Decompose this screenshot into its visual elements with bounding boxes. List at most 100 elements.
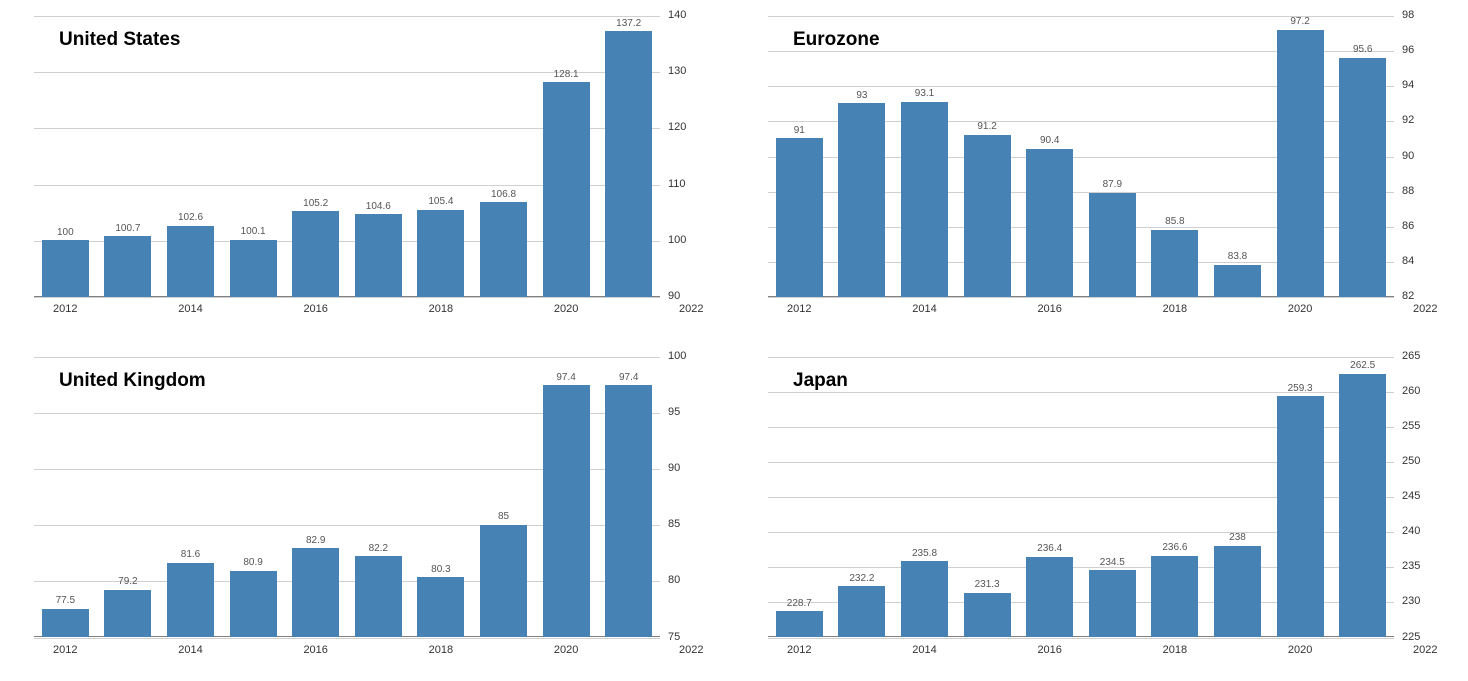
grid-line: [768, 297, 1394, 298]
bar-value-label: 231.3: [957, 579, 1017, 590]
bar: [167, 563, 214, 637]
chart-united-kingdom: United Kingdom 75 80 85 90 95 100 77.579.2 81.6…: [4, 345, 730, 678]
x-tick-label: 2020: [1275, 303, 1325, 315]
bar: [42, 240, 89, 296]
bar-value-label: 236.4: [1020, 543, 1080, 554]
bar: [964, 593, 1011, 637]
bar: [1339, 58, 1386, 297]
y-tick-label: 95: [668, 406, 728, 418]
y-tick-label: 90: [1402, 150, 1462, 162]
bar-value-label: 105.2: [286, 198, 346, 209]
bar: [1277, 396, 1324, 637]
bar: [1277, 30, 1324, 297]
bar-value-label: 105.4: [411, 196, 471, 207]
bar: [1089, 193, 1136, 297]
bar: [543, 385, 590, 637]
chart-title: United Kingdom: [59, 370, 206, 392]
bar-value-label: 85: [474, 511, 534, 522]
y-tick-label: 260: [1402, 385, 1462, 397]
y-tick-label: 85: [668, 518, 728, 530]
y-tick-label: 255: [1402, 420, 1462, 432]
bar-value-label: 93.1: [895, 88, 955, 99]
y-tick-label: 90: [668, 462, 728, 474]
x-tick-label: 2014: [900, 303, 950, 315]
bar: [1089, 570, 1136, 637]
bar-value-label: 100.1: [223, 226, 283, 237]
plot-area: [768, 16, 1394, 297]
chart-title: Japan: [793, 370, 848, 392]
x-tick-label: 2016: [1025, 303, 1075, 315]
x-tick-label: 2012: [774, 644, 824, 656]
y-tick-label: 75: [668, 631, 728, 643]
y-tick-label: 120: [668, 121, 728, 133]
bar-value-label: 80.9: [223, 557, 283, 568]
grid-line: [768, 638, 1394, 639]
x-tick-label: 2016: [1025, 644, 1075, 656]
bar-value-label: 91: [769, 125, 829, 136]
bar-value-label: 77.5: [35, 595, 95, 606]
bar: [355, 556, 402, 637]
bar-value-label: 81.6: [161, 549, 221, 560]
bar: [605, 385, 652, 637]
bar-value-label: 238: [1208, 532, 1268, 543]
y-tick-label: 90: [668, 290, 728, 302]
x-tick-label: 2020: [541, 303, 591, 315]
bar-value-label: 79.2: [98, 576, 158, 587]
y-tick-label: 100: [668, 350, 728, 362]
bar: [1339, 374, 1386, 637]
x-tick-label: 2020: [541, 644, 591, 656]
bar-value-label: 235.8: [895, 548, 955, 559]
bar-value-label: 236.6: [1145, 542, 1205, 553]
x-tick-label: 2020: [1275, 644, 1325, 656]
y-tick-label: 265: [1402, 350, 1462, 362]
bar: [104, 236, 151, 296]
grid-line: [34, 357, 660, 358]
bar-value-label: 90.4: [1020, 135, 1080, 146]
bar: [355, 214, 402, 296]
chart-eurozone: Eurozone 828486889092949698919393.191.29…: [738, 4, 1464, 337]
y-tick-label: 80: [668, 574, 728, 586]
bar: [480, 525, 527, 637]
bar: [417, 577, 464, 637]
bar-value-label: 95.6: [1333, 44, 1393, 55]
plot-area: [34, 357, 660, 638]
bar-value-label: 262.5: [1333, 360, 1393, 371]
bar: [480, 202, 527, 296]
x-tick-label: 2012: [774, 303, 824, 315]
bar-value-label: 104.6: [348, 201, 408, 212]
y-tick-label: 130: [668, 65, 728, 77]
bar-value-label: 97.4: [536, 372, 596, 383]
y-tick-label: 86: [1402, 220, 1462, 232]
x-tick-label: 2012: [40, 303, 90, 315]
y-tick-label: 225: [1402, 631, 1462, 643]
x-tick-label: 2014: [166, 644, 216, 656]
bar: [167, 226, 214, 297]
x-tick-label: 2016: [291, 303, 341, 315]
chart-united-states: United States 90100110120130140100100.71…: [4, 4, 730, 337]
bar-value-label: 100: [35, 227, 95, 238]
bar: [1026, 149, 1073, 297]
bar: [104, 590, 151, 637]
y-tick-label: 230: [1402, 595, 1462, 607]
bar: [230, 240, 277, 297]
bar: [964, 135, 1011, 297]
bar-value-label: 93: [832, 90, 892, 101]
bar-value-label: 106.8: [474, 189, 534, 200]
plot-area: [34, 16, 660, 297]
x-tick-label: 2022: [666, 644, 716, 656]
x-tick-label: 2018: [1150, 644, 1200, 656]
x-tick-label: 2014: [900, 644, 950, 656]
grid-line: [34, 297, 660, 298]
y-tick-label: 245: [1402, 490, 1462, 502]
grid-line: [768, 357, 1394, 358]
bar: [1151, 230, 1198, 297]
y-tick-label: 84: [1402, 255, 1462, 267]
y-tick-label: 92: [1402, 114, 1462, 126]
bar: [901, 102, 948, 297]
bar: [901, 561, 948, 637]
bar: [1151, 556, 1198, 637]
bar: [292, 548, 339, 637]
bar: [1214, 265, 1261, 297]
y-tick-label: 110: [668, 178, 728, 190]
bar-value-label: 80.3: [411, 564, 471, 575]
